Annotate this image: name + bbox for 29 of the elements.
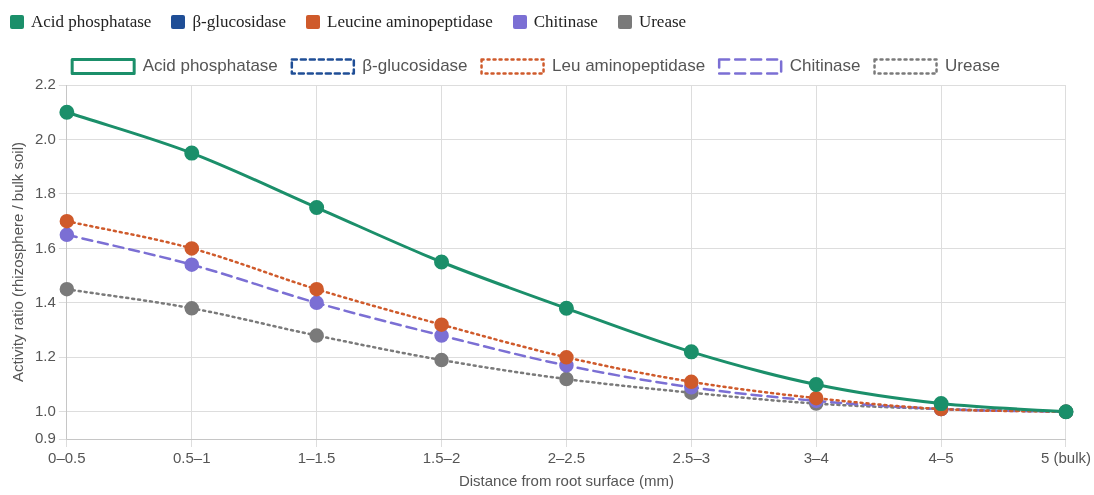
y-tick-label: 2.0 xyxy=(34,129,56,147)
y-tick-label: 0.9 xyxy=(34,429,56,447)
y-tick-label: 1.4 xyxy=(34,292,56,310)
x-axis-title: Distance from root surface (mm) xyxy=(458,472,674,490)
x-tick-label: 5 (bulk) xyxy=(1040,449,1092,467)
x-tick-label: 3–4 xyxy=(803,449,829,467)
text: Chitinase xyxy=(533,12,598,32)
text: Acid phosphatase xyxy=(31,12,152,32)
text: Leucine aminopeptidase xyxy=(327,12,493,32)
legend-label: Acid phosphatase xyxy=(142,56,278,76)
y-tick-label: 2.2 xyxy=(34,75,56,93)
x-tick-label: 2–2.5 xyxy=(547,449,586,467)
text: β-glucosidase xyxy=(192,12,287,32)
x-tick-label: 0.5–1 xyxy=(172,449,211,467)
text: Urease xyxy=(638,12,687,32)
legend-label: Chitinase xyxy=(789,56,861,76)
x-tick-label: 2.5–3 xyxy=(672,449,711,467)
y-tick-label: 1.0 xyxy=(34,401,56,419)
y-tick-label: 1.8 xyxy=(34,184,56,202)
x-tick-label: 4–5 xyxy=(928,449,954,467)
y-axis-title: Activity ratio (rhizosphere / bulk soil) xyxy=(9,141,27,383)
y-tick-label: 1.2 xyxy=(34,347,56,365)
legend-label: Urease xyxy=(945,56,1000,76)
legend-label: β-glucosidase xyxy=(362,56,468,76)
y-tick-label: 1.6 xyxy=(34,238,56,256)
x-tick-label: 1.5–2 xyxy=(422,449,461,467)
x-tick-label: 1–1.5 xyxy=(297,449,336,467)
x-tick-label: 0–0.5 xyxy=(48,449,86,467)
legend-label: Leu aminopeptidase xyxy=(552,56,706,76)
